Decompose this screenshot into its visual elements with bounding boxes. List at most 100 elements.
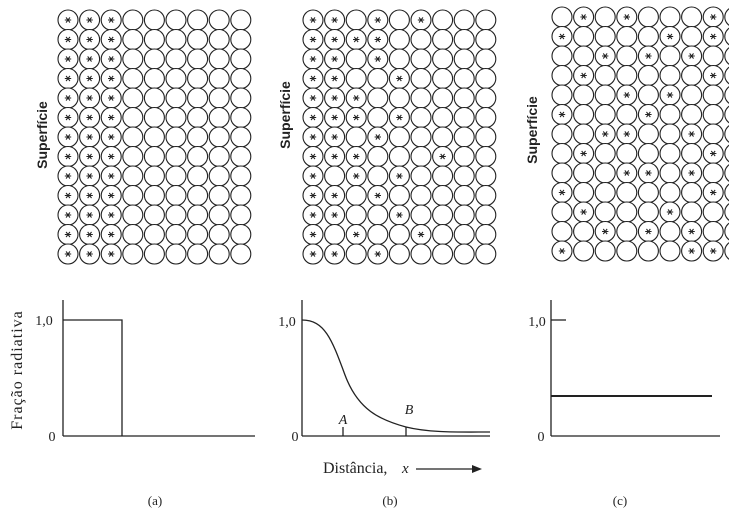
- radioactive-mark: [374, 17, 381, 23]
- radioactive-mark: [374, 56, 381, 62]
- atom: [573, 181, 595, 204]
- atom: [165, 223, 187, 246]
- atom: [208, 223, 230, 246]
- radioactive-mark: [331, 153, 338, 160]
- atom: [230, 204, 252, 226]
- atom: [187, 48, 209, 70]
- radioactive-mark: [108, 114, 115, 121]
- radioactive-mark: [309, 17, 317, 23]
- atom: [187, 87, 209, 109]
- radioactive-mark: [331, 114, 338, 121]
- atom: [702, 220, 724, 243]
- atom: [187, 106, 209, 129]
- atom: [367, 223, 389, 246]
- atom: [594, 162, 616, 184]
- atom: [551, 142, 573, 165]
- atom: [659, 142, 681, 165]
- surface-label: Superfície: [34, 101, 50, 169]
- x-axis-label: Distância,: [323, 460, 387, 477]
- atom: [637, 84, 659, 106]
- atom: [410, 106, 432, 129]
- atom: [702, 84, 724, 106]
- atom: [637, 64, 659, 87]
- atom: [637, 25, 659, 48]
- atom: [208, 126, 230, 148]
- atom: [453, 67, 475, 90]
- atom: [637, 142, 659, 165]
- radioactive-mark: [439, 153, 446, 160]
- atom: [143, 9, 165, 31]
- atom: [165, 9, 187, 31]
- atom: [616, 64, 638, 87]
- atom: [165, 243, 187, 265]
- radioactive-mark: [64, 95, 72, 101]
- plot-a: [62, 300, 255, 437]
- radioactive-mark: [86, 95, 93, 101]
- atom: [122, 204, 144, 226]
- atom: [551, 123, 573, 145]
- atom: [475, 145, 497, 168]
- radioactive-mark: [108, 56, 115, 62]
- atom: [432, 87, 454, 109]
- atom: [573, 240, 595, 262]
- atom: [659, 45, 681, 67]
- radioactive-mark: [417, 17, 425, 23]
- atom: [453, 165, 475, 187]
- atom: [208, 106, 230, 129]
- atom: [724, 203, 729, 221]
- atom: [475, 165, 497, 187]
- atom: [208, 184, 230, 207]
- radioactive-mark: [108, 251, 115, 257]
- atom: [594, 181, 616, 204]
- atom: [165, 67, 187, 90]
- atom: [659, 181, 681, 204]
- atom: [724, 183, 729, 202]
- radioactive-mark: [558, 33, 566, 40]
- radioactive-mark: [309, 75, 317, 82]
- atom: [388, 223, 410, 246]
- atom: [616, 45, 638, 67]
- atom: [187, 204, 209, 226]
- atom: [616, 201, 638, 223]
- atom: [345, 243, 367, 265]
- atom: [230, 126, 252, 148]
- atom: [475, 9, 497, 31]
- atom: [230, 48, 252, 70]
- atom: [122, 28, 144, 51]
- radioactive-mark: [108, 134, 115, 140]
- atom: [573, 123, 595, 145]
- atom: [551, 201, 573, 223]
- atom: [122, 184, 144, 207]
- radioactive-mark: [645, 170, 652, 176]
- atom: [594, 240, 616, 262]
- radioactive-mark: [558, 248, 566, 254]
- radioactive-mark: [64, 192, 72, 199]
- radioactive-mark: [602, 131, 609, 137]
- radioactive-mark: [309, 153, 317, 160]
- atom: [453, 223, 475, 246]
- atom: [410, 204, 432, 226]
- radioactive-mark: [645, 228, 652, 235]
- atom: [410, 184, 432, 207]
- atom-grids: [57, 6, 729, 265]
- x-axis-symbol: x: [401, 461, 409, 477]
- y-tick-label: 1,0: [35, 314, 53, 329]
- atom: [724, 47, 729, 65]
- atom: [165, 28, 187, 51]
- marker-label: A: [338, 413, 348, 428]
- radioactive-mark: [558, 111, 566, 118]
- radioactive-mark: [688, 131, 695, 137]
- atom: [453, 184, 475, 207]
- radioactive-mark: [331, 251, 338, 257]
- atom: [143, 165, 165, 187]
- atom: [165, 48, 187, 70]
- atom: [475, 28, 497, 51]
- atom: [410, 28, 432, 51]
- radioactive-mark: [688, 53, 695, 59]
- atom: [702, 45, 724, 67]
- radioactive-mark: [580, 150, 587, 157]
- radioactive-mark: [86, 17, 93, 23]
- atom: [367, 87, 389, 109]
- radioactive-mark: [86, 56, 93, 62]
- radioactive-mark: [309, 134, 317, 140]
